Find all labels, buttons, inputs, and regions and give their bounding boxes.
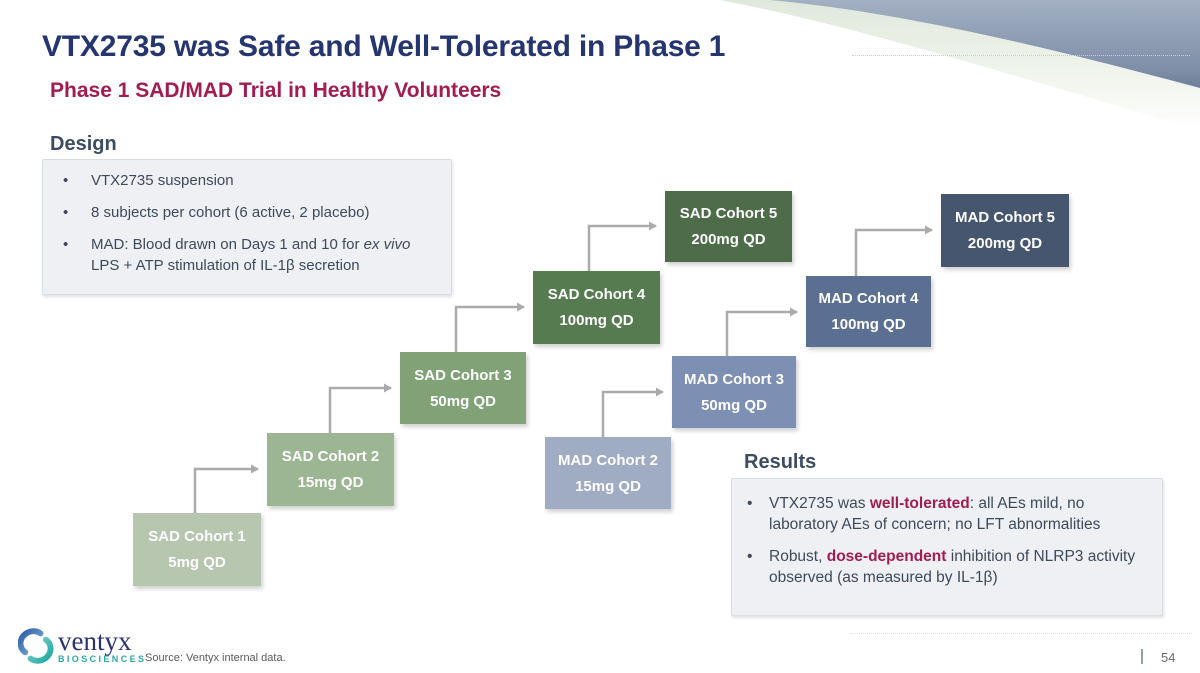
cohort-name: SAD Cohort 3 [414,366,512,384]
sad-cohort-3-box: SAD Cohort 3 50mg QD [400,352,526,424]
cohort-dose: 5mg QD [168,554,226,571]
sad-cohort-1-box: SAD Cohort 1 5mg QD [133,513,261,586]
cohort-dose: 50mg QD [701,396,767,414]
design-bullet-1: VTX2735 suspension [61,170,441,191]
cohort-name: SAD Cohort 2 [281,448,380,465]
cohort-dose: 15mg QD [575,477,641,495]
cohort-name: MAD Cohort 4 [818,290,919,307]
design-bullet-list: VTX2735 suspension 8 subjects per cohort… [61,170,441,276]
sad-cohort-5-box: SAD Cohort 5 200mg QD [665,191,792,262]
cohort-name: SAD Cohort 1 [148,528,246,545]
dotted-divider-top [852,55,1190,56]
ventyx-logo: ventyx BIOSCIENCES [18,627,146,665]
cohort-name: SAD Cohort 4 [547,286,646,303]
cohort-name: MAD Cohort 3 [684,370,784,388]
results-box: VTX2735 was well-tolerated: all AEs mild… [731,478,1163,616]
logo-text: ventyx BIOSCIENCES [58,625,147,664]
slide-title: VTX2735 was Safe and Well-Tolerated in P… [42,30,726,63]
ventyx-swirl-icon [18,628,54,664]
mad-cohort-2-box: MAD Cohort 2 15mg QD [545,437,671,509]
cohort-dose: 100mg QD [559,312,634,329]
design-heading: Design [50,133,117,155]
cohort-dose: 200mg QD [967,235,1043,252]
cohort-name: MAD Cohort 5 [955,209,1055,226]
results-bullet-1: VTX2735 was well-tolerated: all AEs mild… [745,493,1154,535]
page-number-divider [1141,649,1143,664]
design-box: VTX2735 suspension 8 subjects per cohort… [42,159,452,295]
design-bullet-3: MAD: Blood drawn on Days 1 and 10 for ex… [61,234,441,276]
dotted-divider-bottom [850,633,1192,634]
mad-cohort-5-box: MAD Cohort 5 200mg QD [941,194,1069,267]
corner-swoosh-decoration [720,0,1200,130]
mad-cohort-4-box: MAD Cohort 4 100mg QD [806,276,931,347]
logo-wordmark: ventyx [58,625,132,656]
page-number: 54 [1161,650,1176,665]
cohort-name: MAD Cohort 2 [558,451,658,469]
results-heading: Results [744,451,817,473]
logo-sub-wordmark: BIOSCIENCES [58,653,147,664]
results-bullet-list: VTX2735 was well-tolerated: all AEs mild… [745,493,1154,588]
mad-cohort-3-box: MAD Cohort 3 50mg QD [672,356,796,428]
results-bullet-2: Robust, dose-dependent inhibition of NLR… [745,546,1154,588]
source-note: Source: Ventyx internal data. [145,652,286,664]
cohort-dose: 100mg QD [831,316,906,333]
cohort-dose: 200mg QD [691,231,766,248]
sad-cohort-2-box: SAD Cohort 2 15mg QD [267,433,394,506]
cohort-name: SAD Cohort 5 [679,205,778,222]
design-bullet-2: 8 subjects per cohort (6 active, 2 place… [61,202,441,223]
cohort-dose: 15mg QD [297,474,364,491]
sad-cohort-4-box: SAD Cohort 4 100mg QD [533,271,660,344]
slide-subtitle: Phase 1 SAD/MAD Trial in Healthy Volunte… [50,79,502,102]
cohort-dose: 50mg QD [430,392,496,410]
